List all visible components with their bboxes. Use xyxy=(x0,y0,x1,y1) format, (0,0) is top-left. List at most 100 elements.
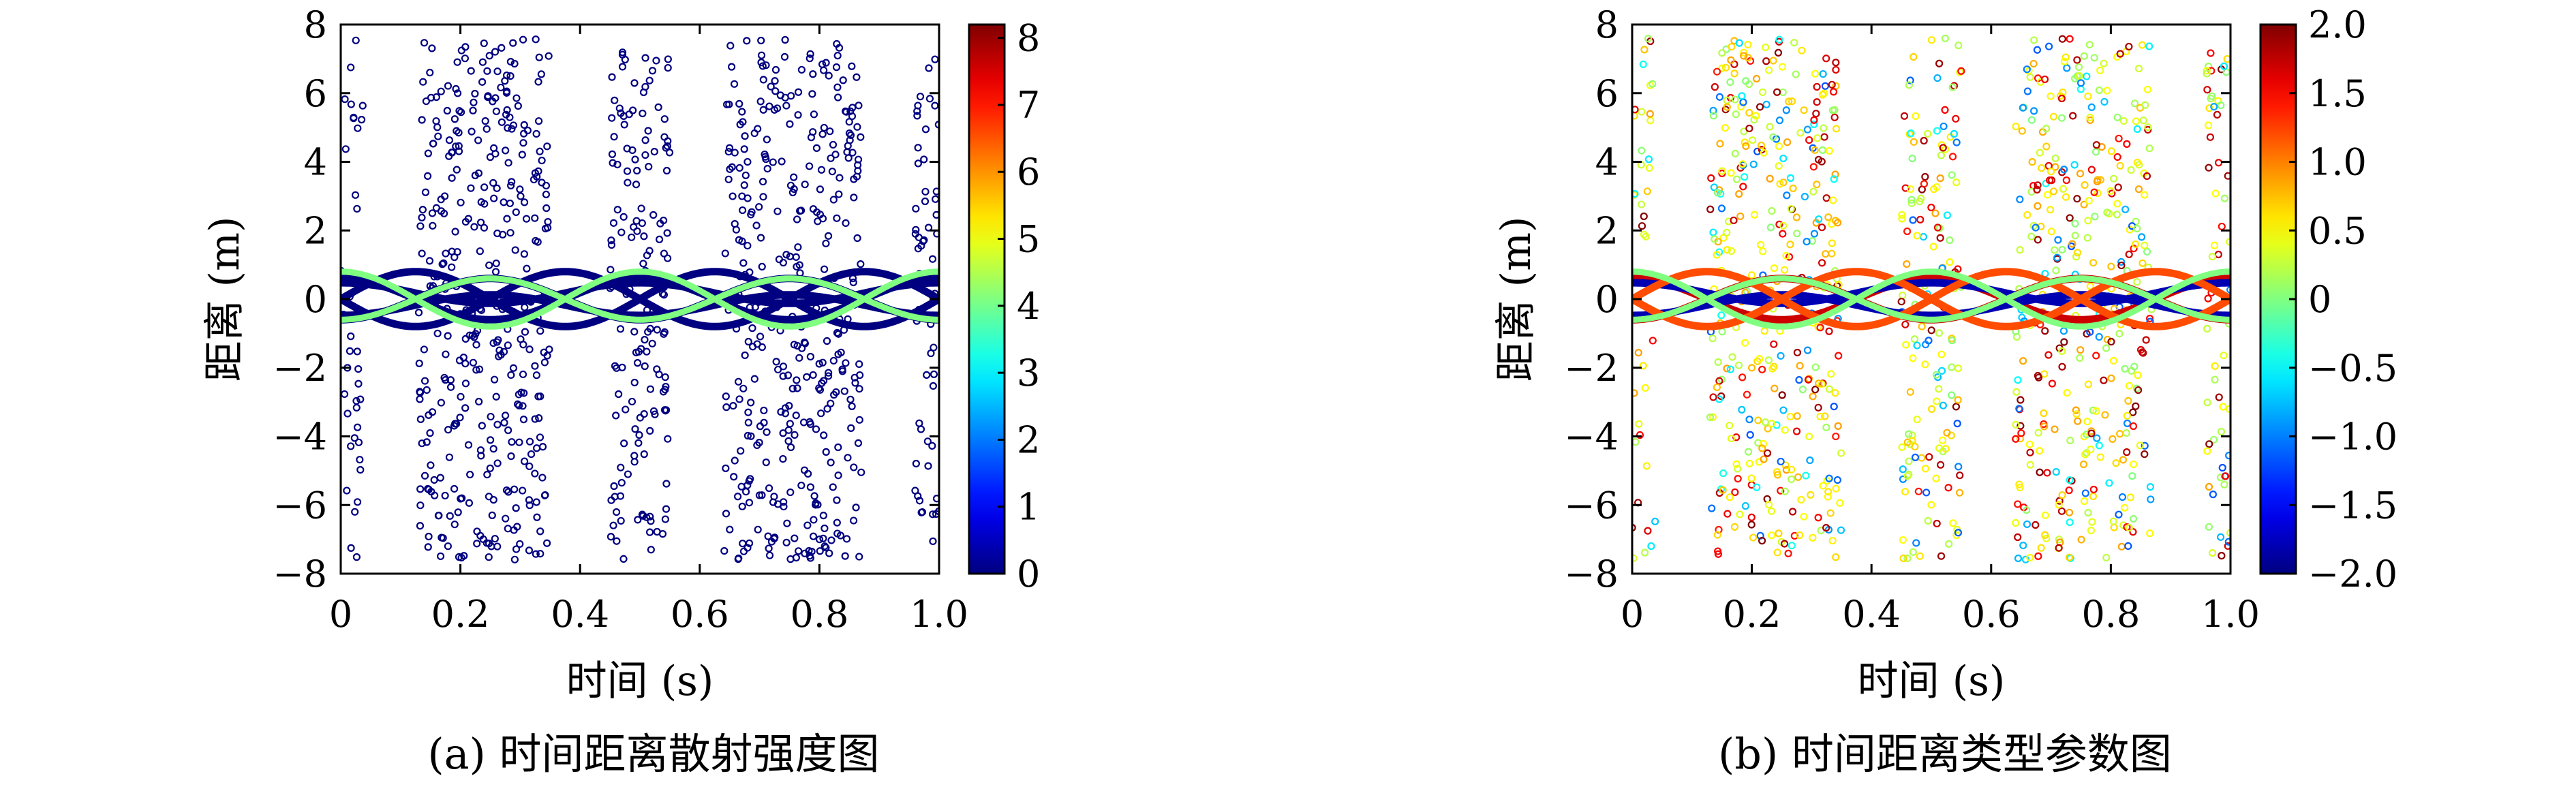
data-point xyxy=(2042,142,2051,151)
data-point xyxy=(457,46,465,55)
data-point xyxy=(2132,117,2141,125)
data-point xyxy=(2123,140,2131,148)
data-point xyxy=(912,226,920,234)
data-point xyxy=(1899,554,1907,563)
data-point xyxy=(416,395,424,403)
data-point xyxy=(824,232,833,240)
data-point xyxy=(2055,497,2064,505)
data-point xyxy=(1818,91,1827,99)
data-point xyxy=(743,157,752,166)
point-cluster xyxy=(2203,49,2230,560)
y-tick-label: 8 xyxy=(304,3,327,46)
data-point xyxy=(1916,552,1924,560)
data-point xyxy=(1749,160,1758,168)
data-point xyxy=(2219,403,2227,411)
data-point xyxy=(1800,106,1808,114)
data-point xyxy=(470,98,478,106)
data-point xyxy=(481,117,489,125)
data-point xyxy=(536,147,544,155)
data-point xyxy=(2057,94,2066,103)
data-point xyxy=(1824,213,1833,221)
data-point xyxy=(833,529,842,538)
data-point xyxy=(2034,181,2042,189)
data-point xyxy=(2017,422,2025,430)
colorbar-tick-label: 7 xyxy=(1017,84,1040,127)
data-point xyxy=(2051,154,2059,162)
data-point xyxy=(610,482,618,491)
data-point xyxy=(1781,461,1790,469)
data-point xyxy=(1707,174,1715,183)
data-point xyxy=(820,66,828,74)
data-point xyxy=(504,341,512,350)
data-point xyxy=(1770,264,1779,273)
data-point xyxy=(722,100,731,108)
data-point xyxy=(1821,412,1829,420)
data-point xyxy=(2143,172,2151,181)
data-point xyxy=(2113,200,2121,208)
data-point xyxy=(1746,431,1754,439)
data-point xyxy=(1740,127,1748,136)
data-point xyxy=(661,515,669,523)
data-point xyxy=(844,142,852,150)
data-point xyxy=(1925,453,1933,461)
data-point xyxy=(621,55,629,64)
data-point xyxy=(434,512,443,520)
data-point xyxy=(2088,518,2096,526)
data-point xyxy=(641,136,649,144)
data-point xyxy=(662,166,671,175)
data-point xyxy=(829,196,838,204)
data-point xyxy=(1811,146,1819,154)
data-point xyxy=(2034,552,2042,560)
data-point xyxy=(1763,449,1772,457)
data-point xyxy=(2146,483,2155,491)
data-point xyxy=(1718,169,1726,178)
data-point xyxy=(613,206,622,214)
data-point xyxy=(738,237,746,245)
data-point xyxy=(450,115,459,123)
data-point xyxy=(1646,117,1655,125)
data-point xyxy=(2015,405,2023,413)
data-point xyxy=(527,450,536,459)
data-point xyxy=(1912,539,1920,547)
data-point xyxy=(799,418,808,426)
data-point xyxy=(1903,260,1911,268)
data-point xyxy=(1779,154,1788,163)
data-point xyxy=(809,532,818,540)
data-point xyxy=(418,439,426,448)
data-point xyxy=(489,445,497,453)
data-point xyxy=(607,236,615,245)
data-point xyxy=(519,35,527,44)
data-point xyxy=(634,439,643,447)
point-cluster xyxy=(606,48,674,563)
x-tick-label: 0 xyxy=(1621,593,1644,636)
data-point xyxy=(765,102,773,110)
data-point xyxy=(464,441,473,449)
data-point xyxy=(2210,103,2218,111)
data-point xyxy=(431,491,439,499)
data-point xyxy=(2030,36,2038,44)
data-point xyxy=(636,414,644,422)
data-point xyxy=(426,429,434,437)
data-point xyxy=(1812,110,1820,118)
data-point xyxy=(818,130,827,138)
data-point xyxy=(1647,542,1655,550)
data-point xyxy=(835,190,843,198)
data-point xyxy=(343,486,351,495)
data-point xyxy=(502,72,511,80)
data-point xyxy=(613,537,621,545)
y-tick-label: 0 xyxy=(304,278,327,321)
data-point xyxy=(2130,362,2138,371)
data-point xyxy=(352,403,361,412)
x-tick-label: 0.4 xyxy=(551,593,609,636)
data-point xyxy=(845,118,853,126)
data-point xyxy=(443,106,451,115)
data-point xyxy=(532,129,540,138)
data-point xyxy=(2055,544,2063,552)
data-point xyxy=(825,369,833,377)
data-point xyxy=(1932,474,1940,482)
y-tick-label: −2 xyxy=(273,347,327,390)
data-point xyxy=(772,358,780,366)
data-point xyxy=(633,166,641,175)
data-point xyxy=(1818,259,1826,267)
